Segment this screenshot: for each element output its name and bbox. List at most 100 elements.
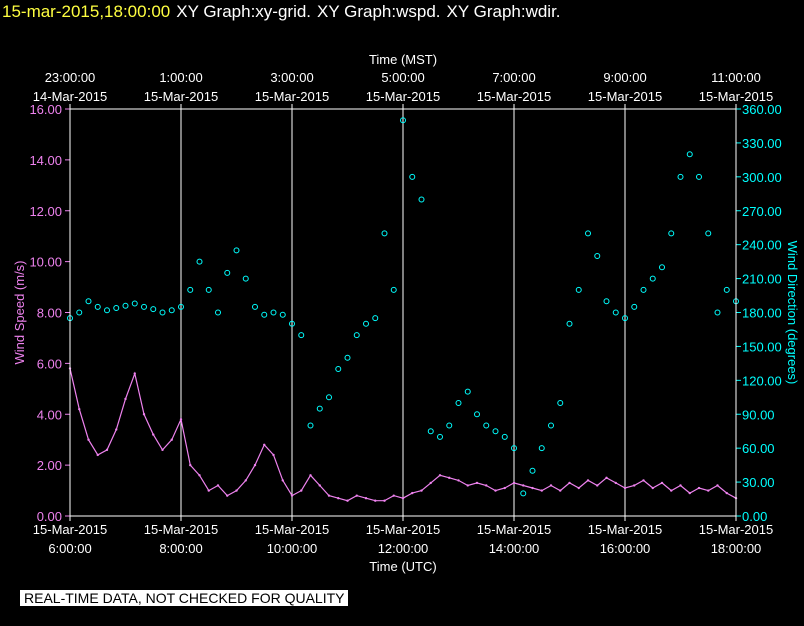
wind-direction-point [575,286,582,293]
wind-speed-point [596,484,599,487]
wind-direction-point [279,311,286,318]
wind-speed-point [327,494,331,497]
wind-direction-point [159,309,166,316]
wind-direction-point [316,405,323,412]
axis-labels: 15-Mar-2015 6:00:00 15-Mar-2015 8:00:00 15-M… [12,52,800,574]
x-tick-label-utc-date: 15-Mar-2015 [477,522,551,537]
x-tick-label-mst-time: 7:00:00 [492,70,535,85]
x-tick-label-mst-date: 15-Mar-2015 [588,89,662,104]
x-top-axis-title: Time (MST) [369,52,437,67]
wind-direction-point [622,315,628,322]
wind-direction-point [233,247,240,254]
wind-speed-point [87,438,90,441]
wind-direction-point [631,303,638,310]
wind-speed-point [716,484,719,487]
y-left-tick-label: 14.00 [29,153,62,168]
wind-direction-point [594,252,601,259]
y-right-tick-label: 180.00 [742,306,782,321]
y-left-axis-title: Wind Speed (m/s) [12,260,27,364]
wind-direction-point [298,332,305,339]
wind-speed-point [142,413,146,416]
plot-frame [69,108,737,517]
wind-speed-point [179,418,183,421]
x-tick-label-utc-time: 8:00:00 [159,541,202,556]
wind-direction-point [677,173,684,180]
wind-speed-point [697,486,701,490]
wind-speed-point [124,397,127,401]
x-tick-label-mst-date: 15-Mar-2015 [255,89,329,104]
x-tick-label-mst-time: 9:00:00 [603,70,646,85]
y-left-tick-label: 0.00 [37,509,62,524]
wind-speed-point [420,489,423,492]
wind-speed-point [679,484,682,487]
wind-direction-point [372,315,379,322]
wind-direction-point [270,309,277,316]
x-tick-label-utc-date: 15-Mar-2015 [144,522,218,537]
wind-direction-point [252,303,258,310]
wind-speed-point [605,476,608,480]
wind-speed-point [392,494,395,497]
timestamp-label: 15-mar-2015,18:00:00 [2,2,171,21]
wind-speed-point [364,496,368,500]
x-tick-label-mst-time: 5:00:00 [381,70,424,85]
wind-speed-point [309,474,312,477]
wind-speed-point [374,499,377,502]
wind-direction-point [390,286,397,293]
quality-notice: REAL-TIME DATA, NOT CHECKED FOR QUALITY [20,590,349,606]
wind-speed-point [633,484,636,487]
wind-speed-point [725,491,728,495]
wind-direction-point [649,275,656,282]
x-tick-label-utc-date: 15-Mar-2015 [588,522,662,537]
wind-direction-point [215,309,221,316]
wind-direction-point [261,311,268,318]
graph-title-xy-grid: XY Graph:xy-grid. [176,2,312,21]
wind-direction-point [585,230,591,237]
wind-speed-point [133,372,136,375]
wind-speed-point [281,479,284,482]
wind-speed-point [475,481,479,485]
wind-speed-point [235,489,238,492]
wind-direction-point [335,366,342,373]
wind-direction-point [446,422,453,429]
wind-direction-point [150,306,157,313]
wind-direction-point [557,399,564,406]
x-tick-label-utc-time: 12:00:00 [378,541,429,556]
wind-speed-point [300,489,303,492]
wind-speed-point [688,491,691,495]
wind-direction-point [501,433,508,440]
wind-direction-point [474,411,480,418]
wind-speed-point [429,481,432,485]
wind-speed-point [660,481,664,485]
wind-direction-point [723,286,730,293]
wind-direction-point [714,309,721,316]
wind-speed-point [614,481,617,485]
wind-direction-point [520,490,527,497]
wind-direction-point [85,298,92,305]
wind-speed-point [161,448,164,452]
wind-speed-point [216,484,220,487]
wind-direction-point [242,275,249,282]
wind-direction-point [464,388,471,395]
x-tick-label-utc-date: 15-Mar-2015 [255,522,329,537]
wind-speed-point [549,484,553,487]
x-tick-label-mst-date: 15-Mar-2015 [699,89,773,104]
x-tick-label-mst-time: 23:00:00 [45,70,96,85]
y-left-tick-label: 2.00 [37,458,62,473]
wind-direction-point [696,173,702,180]
wind-speed-point [355,494,358,497]
x-tick-label-utc-time: 18:00:00 [711,541,762,556]
wind-speed-point [96,453,99,457]
y-right-tick-label: 90.00 [742,407,775,422]
wind-speed-point [577,486,580,490]
wind-speed-point [198,474,201,477]
wind-direction-point [548,422,554,429]
x-tick-label-mst-date: 15-Mar-2015 [144,89,218,104]
y-left-tick-label: 4.00 [37,407,62,422]
y-left-tick-label: 10.00 [29,255,62,270]
wind-direction-point [363,320,369,327]
wind-direction-point [705,230,712,237]
wind-direction-point [113,304,120,311]
wind-direction-point [455,399,462,406]
wind-speed-point [263,443,266,446]
wind-speed-point [512,481,516,485]
